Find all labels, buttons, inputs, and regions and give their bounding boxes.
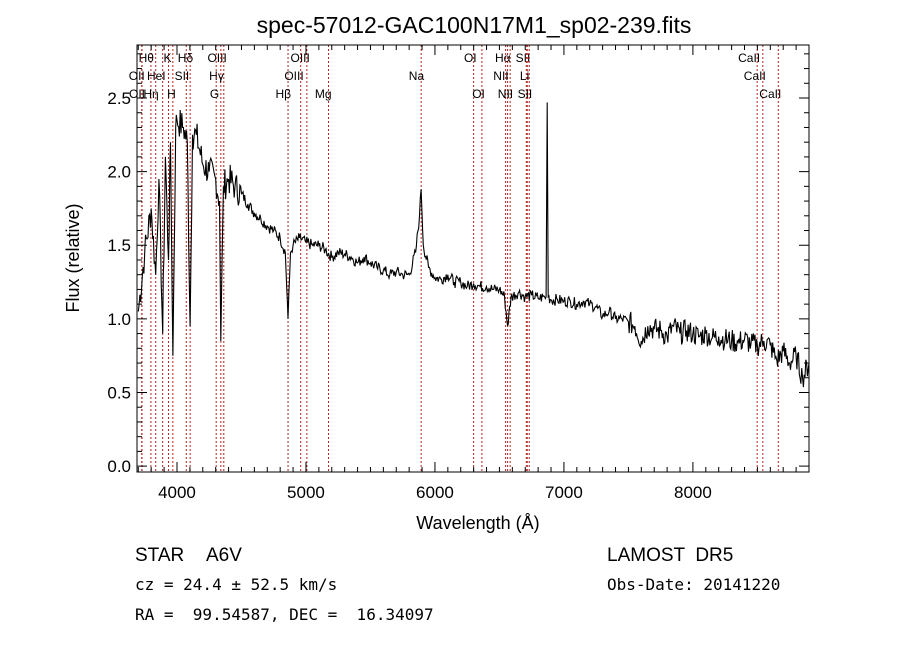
- marker-label: Hη: [143, 87, 158, 101]
- object-subclass: A6V: [206, 545, 242, 566]
- series-flux: [137, 102, 810, 388]
- marker-label: Hα: [495, 51, 511, 65]
- y-tick-label: 1.0: [107, 310, 131, 329]
- x-tick-label: 6000: [416, 483, 454, 502]
- marker-label: CaII: [759, 87, 781, 101]
- chart-title: spec-57012-GAC100N17M1_sp02-239.fits: [257, 12, 692, 38]
- axes: 4000 5000 6000 7000 8000 0.0 0.5 1.0 1.5 2.0 2.5: [107, 45, 810, 502]
- survey-label: LAMOST DR5: [607, 545, 733, 566]
- marker-label: OIII: [284, 69, 303, 83]
- y-tick-label: 1.5: [107, 236, 131, 255]
- marker-label: Mg: [315, 87, 332, 101]
- marker-label: Li: [520, 69, 529, 83]
- object-class: STAR: [135, 545, 184, 566]
- marker-label: Na: [409, 69, 425, 83]
- x-tick-label: 5000: [287, 483, 325, 502]
- plot-frame: [136, 44, 810, 473]
- marker-label: Hθ: [139, 51, 155, 65]
- marker-label: NII: [493, 69, 508, 83]
- marker-label: CaII: [738, 51, 760, 65]
- marker-label: H: [167, 87, 176, 101]
- coords-text: RA = 99.54587, DEC = 16.34097: [135, 605, 434, 624]
- line-markers: HθKHδOIIIOIIIOIHαSIICaIIOIIHeISIIHγOIIIN…: [129, 45, 781, 472]
- marker-label: OI: [472, 87, 485, 101]
- marker-label: Hγ: [209, 69, 224, 83]
- marker-label: Hβ: [275, 87, 291, 101]
- marker-label: Hδ: [178, 51, 194, 65]
- x-tick-label: 7000: [545, 483, 583, 502]
- marker-label: CaII: [744, 69, 766, 83]
- marker-label: K: [163, 51, 171, 65]
- series-layer: [137, 102, 810, 388]
- y-tick-label: 2.0: [107, 163, 131, 182]
- y-tick-label: 2.5: [107, 89, 131, 108]
- marker-label: HeI: [147, 69, 166, 83]
- y-axis-label: Flux (relative): [63, 203, 83, 312]
- x-tick-label: 4000: [158, 483, 196, 502]
- x-axis-label: Wavelength (Å): [416, 513, 539, 533]
- y-tick-label: 0.5: [107, 383, 131, 402]
- marker-label: SII: [175, 69, 190, 83]
- redshift-text: cz = 24.4 ± 52.5 km/s: [135, 575, 337, 594]
- marker-label: G: [210, 87, 219, 101]
- marker-label: SII: [516, 51, 531, 65]
- marker-label: NII: [498, 87, 513, 101]
- x-tick-label: 8000: [674, 483, 712, 502]
- marker-label: OIII: [207, 51, 226, 65]
- obs-date-text: Obs-Date: 20141220: [607, 575, 780, 594]
- marker-label: SII: [518, 87, 533, 101]
- y-tick-label: 0.0: [107, 457, 131, 476]
- marker-label: OI: [464, 51, 477, 65]
